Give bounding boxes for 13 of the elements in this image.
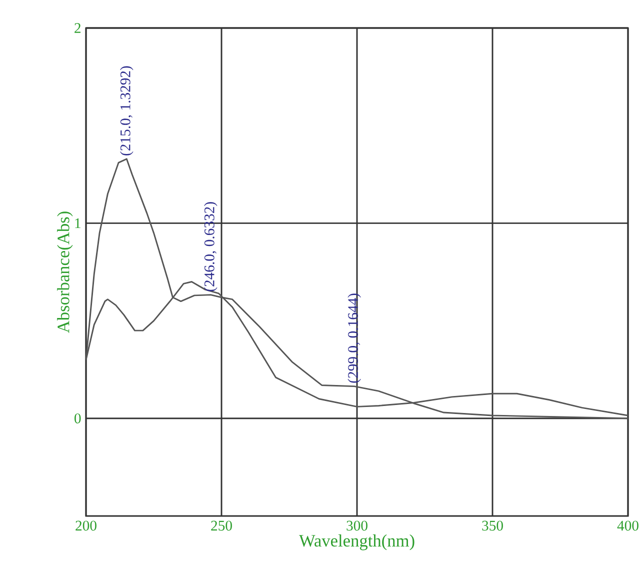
x-axis-title: Wavelength(nm) bbox=[299, 534, 414, 550]
x-tick-label: 350 bbox=[482, 520, 503, 531]
annotation: (246.0, 0.6332) bbox=[204, 202, 218, 292]
y-tick-label: 2 bbox=[74, 23, 80, 33]
x-tick-label: 300 bbox=[346, 520, 368, 531]
annotation: (299.0, 0.1644) bbox=[348, 294, 361, 383]
annotation: (215.0, 1.3292) bbox=[120, 66, 134, 156]
y-axis-title: Absorbance(Abs) bbox=[57, 212, 73, 333]
x-tick-label: 400 bbox=[617, 520, 638, 531]
x-tick-label: 200 bbox=[76, 520, 96, 531]
x-tick-label: 250 bbox=[211, 520, 232, 531]
y-tick-label: 0 bbox=[74, 413, 81, 424]
y-tick-label: 1 bbox=[75, 218, 80, 228]
